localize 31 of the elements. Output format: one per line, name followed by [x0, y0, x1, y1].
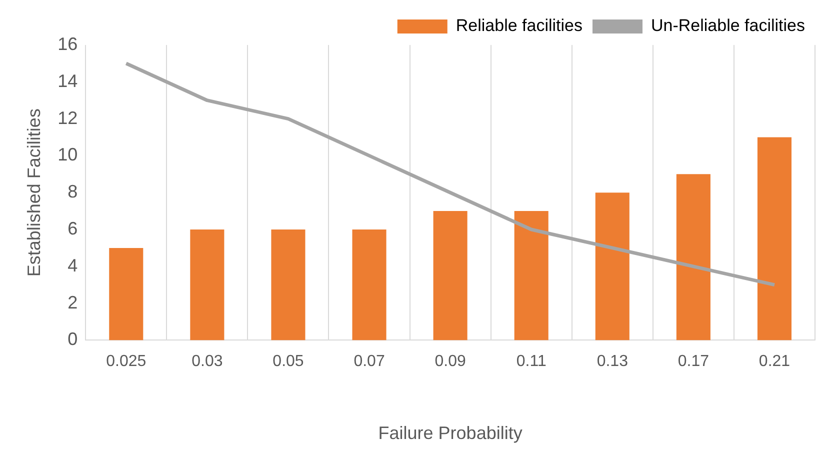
y-tick-label: 4	[68, 255, 78, 276]
x-tick-label: 0.05	[272, 353, 304, 370]
y-tick-label: 0	[68, 329, 78, 350]
x-tick-label: 0.17	[678, 353, 710, 370]
x-tick-label: 0.07	[354, 353, 385, 370]
y-tick-label: 14	[58, 70, 78, 91]
bar	[676, 174, 710, 340]
x-tick-label: 0.03	[192, 353, 223, 370]
y-tick-label: 10	[58, 144, 78, 165]
bar	[433, 211, 468, 340]
legend-label: Reliable facilities	[456, 16, 583, 36]
y-tick-label: 8	[68, 182, 78, 202]
x-axis-title: Failure Probability	[378, 423, 522, 444]
bar	[190, 230, 224, 340]
y-axis-title: Established Facilities	[24, 108, 44, 277]
x-tick-label: 0.09	[434, 353, 466, 370]
y-tick-label: 6	[68, 218, 78, 238]
bar	[757, 137, 792, 340]
bar	[514, 211, 548, 340]
bar	[109, 248, 144, 340]
y-tick-label: 16	[58, 34, 78, 54]
bar	[595, 192, 630, 340]
y-tick-label: 2	[68, 292, 78, 312]
legend-label: Un-Reliable facilities	[650, 16, 806, 36]
y-tick-label: 12	[58, 108, 78, 128]
x-tick-label: 0.13	[596, 353, 628, 370]
bar	[271, 230, 306, 340]
bar	[352, 230, 386, 340]
x-tick-label: 0.11	[516, 353, 546, 370]
x-tick-label: 0.025	[106, 353, 146, 370]
x-tick-label: 0.21	[758, 353, 790, 370]
